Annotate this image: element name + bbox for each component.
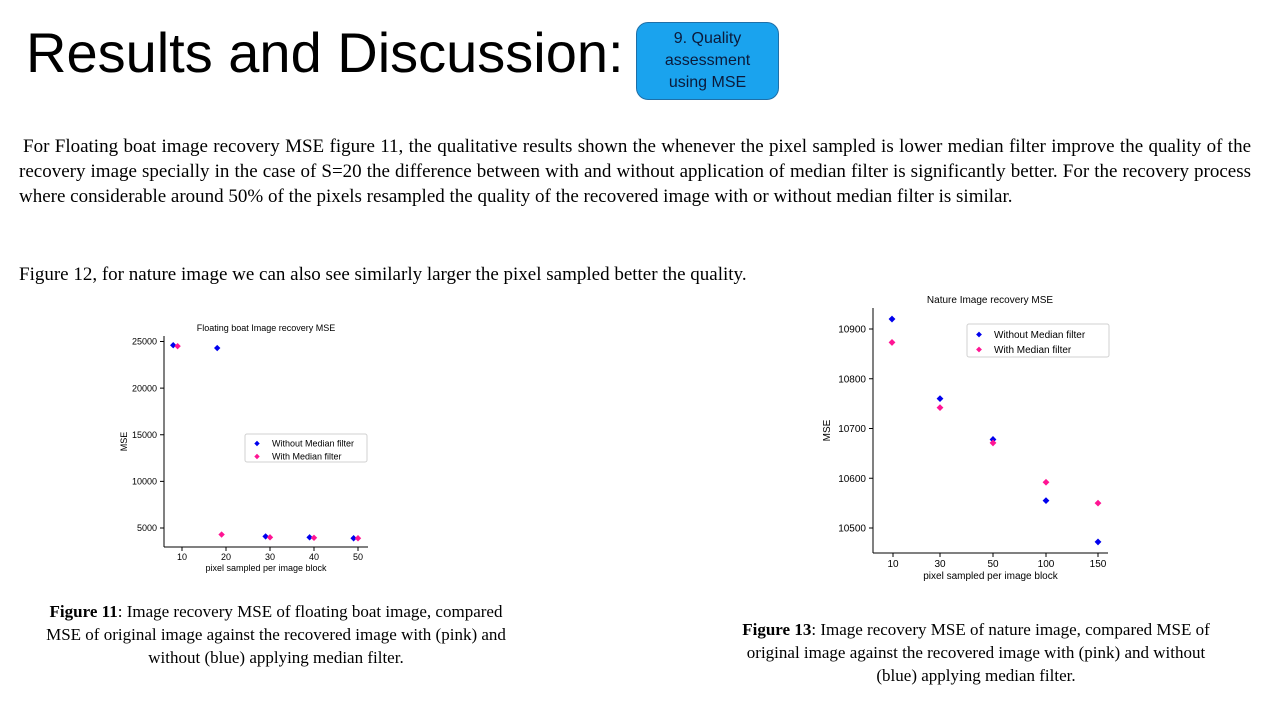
nature-point bbox=[936, 395, 944, 403]
nature-legend-marker bbox=[976, 346, 982, 353]
boat-x-tick-label: 50 bbox=[353, 552, 363, 562]
section-badge: 9. Quality assessment using MSE bbox=[636, 22, 779, 100]
figure-13-label: Figure 13 bbox=[742, 620, 812, 639]
boat-y-tick-label: 5000 bbox=[137, 523, 157, 533]
nature-point bbox=[989, 439, 997, 447]
nature-x-tick-label: 30 bbox=[934, 559, 946, 570]
boat-legend-label: With Median filter bbox=[272, 452, 342, 462]
boat-x-tick-label: 10 bbox=[177, 552, 187, 562]
boat-y-axis-label: MSE bbox=[119, 432, 129, 452]
nature-legend-marker bbox=[976, 331, 982, 338]
boat-y-tick-label: 25000 bbox=[132, 337, 157, 347]
boat-legend-marker bbox=[254, 440, 260, 447]
nature-x-tick-label: 100 bbox=[1038, 559, 1055, 570]
boat-x-tick-label: 40 bbox=[309, 552, 319, 562]
boat-x-tick-label: 20 bbox=[221, 552, 231, 562]
figure-11-text: : Image recovery MSE of floating boat im… bbox=[46, 602, 506, 667]
boat-y-tick-label: 20000 bbox=[132, 383, 157, 393]
paragraph-figure-11: For Floating boat image recovery MSE fig… bbox=[19, 136, 1251, 207]
slide-title: Results and Discussion: bbox=[26, 21, 624, 84]
boat-legend bbox=[244, 433, 368, 463]
figure-13-text: : Image recovery MSE of nature image, co… bbox=[746, 620, 1210, 685]
paragraph-figure-12: Figure 12, for nature image we can also … bbox=[19, 264, 747, 285]
nature-legend bbox=[966, 323, 1110, 358]
nature-x-tick-label: 50 bbox=[987, 559, 999, 570]
boat-point bbox=[266, 534, 274, 541]
nature-y-tick-label: 10800 bbox=[838, 374, 866, 385]
boat-x-axis-label: pixel sampled per image block bbox=[205, 563, 327, 573]
nature-legend-label: With Median filter bbox=[994, 345, 1072, 356]
nature-y-axis-label: MSE bbox=[822, 419, 833, 441]
nature-y-tick-label: 10900 bbox=[838, 325, 866, 336]
nature-y-tick-label: 10600 bbox=[838, 474, 866, 485]
boat-point bbox=[262, 533, 269, 540]
nature-y-tick-label: 10700 bbox=[838, 424, 866, 435]
nature-point bbox=[1094, 499, 1102, 507]
boat-point bbox=[310, 534, 318, 541]
boat-x-tick-label: 30 bbox=[265, 552, 275, 562]
boat-point bbox=[218, 531, 225, 538]
nature-point bbox=[1042, 478, 1050, 486]
nature-y-tick-label: 10500 bbox=[838, 524, 866, 535]
boat-point bbox=[214, 344, 221, 352]
nature-legend-label: Without Median filter bbox=[994, 330, 1086, 341]
boat-point bbox=[174, 342, 181, 350]
boat-point bbox=[350, 535, 357, 542]
nature-point bbox=[989, 436, 997, 443]
boat-point bbox=[170, 342, 177, 349]
boat-legend-marker bbox=[254, 453, 260, 460]
nature-x-tick-label: 150 bbox=[1090, 559, 1107, 570]
boat-legend-label: Without Median filter bbox=[272, 439, 354, 449]
boat-y-tick-label: 15000 bbox=[132, 430, 157, 440]
figure-13-caption: Figure 13: Image recovery MSE of nature … bbox=[736, 618, 1216, 687]
nature-point bbox=[1042, 497, 1050, 505]
nature-point bbox=[888, 315, 896, 323]
nature-point bbox=[1094, 538, 1102, 546]
figure-11-caption: Figure 11: Image recovery MSE of floatin… bbox=[40, 600, 512, 669]
nature-point bbox=[936, 404, 944, 412]
figure-11-label: Figure 11 bbox=[49, 602, 118, 621]
nature-title: Nature Image recovery MSE bbox=[927, 295, 1053, 306]
boat-title: Floating boat Image recovery MSE bbox=[197, 323, 336, 333]
boat-point bbox=[354, 535, 362, 542]
nature-x-axis-label: pixel sampled per image block bbox=[923, 571, 1059, 582]
nature-x-tick-label: 10 bbox=[887, 559, 899, 570]
boat-y-tick-label: 10000 bbox=[132, 477, 157, 487]
boat-point bbox=[306, 534, 313, 541]
nature-point bbox=[888, 339, 896, 346]
